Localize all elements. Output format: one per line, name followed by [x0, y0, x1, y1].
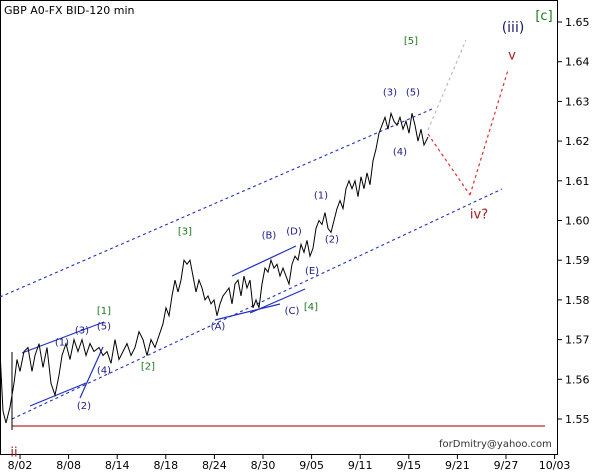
wave-label: (A)	[211, 322, 226, 333]
wave-label: (2)	[325, 234, 339, 245]
wave-label: [4]	[304, 302, 318, 313]
wave-label: (3)	[75, 326, 89, 337]
wave-label: [c]	[535, 9, 552, 24]
y-tick-label: 1.55	[565, 413, 590, 426]
wave-line-1-5-bottom	[29, 382, 87, 407]
x-tick-label: 9/15	[396, 459, 421, 472]
chart-title: GBP A0-FX BID-120 min	[4, 4, 135, 17]
wave-label: [2]	[141, 361, 155, 372]
wave-label: [3]	[178, 226, 192, 237]
y-tick-label: 1.58	[565, 294, 590, 307]
x-tick-label: 9/21	[445, 459, 470, 472]
x-axis: 8/02 8/08 8/14 8/18 8/24 8/30 9/05 9/11 9/15 9/21…	[8, 455, 571, 472]
y-tick-label: 1.57	[565, 334, 590, 347]
wave-label: iv?	[470, 208, 488, 223]
wave-label: (E)	[305, 266, 319, 277]
credit-text: forDmitry@yahoo.com	[439, 439, 552, 450]
x-tick-label: 8/08	[56, 459, 81, 472]
y-tick-label: 1.56	[565, 373, 590, 386]
wave-label: (iii)	[502, 20, 525, 36]
plot-frame	[0, 0, 558, 455]
y-tick-label: 1.61	[565, 175, 590, 188]
wave-label: [5]	[404, 36, 418, 47]
wave-label: (1)	[55, 338, 69, 349]
y-axis: 1.55 1.56 1.57 1.58 1.59 1.60 1.61 1.62 1.63 1.64…	[557, 16, 590, 426]
wave-label: (2)	[77, 401, 91, 412]
y-tick-label: 1.60	[565, 215, 590, 228]
wave-label: (D)	[286, 226, 302, 237]
wave-label: (B)	[262, 230, 277, 241]
wave-label: (1)	[314, 191, 328, 202]
x-tick-label: 9/11	[348, 459, 373, 472]
y-tick-label: 1.62	[565, 135, 590, 148]
wave-label: (3)	[383, 87, 397, 98]
wave-label: v	[508, 49, 516, 64]
wave-line-B-D	[231, 245, 297, 277]
x-tick-label: 9/27	[494, 459, 519, 472]
wave-label: (C)	[285, 306, 300, 317]
x-tick-label: 8/14	[105, 459, 130, 472]
wave-label: (4)	[393, 147, 407, 158]
x-tick-label: 9/05	[299, 459, 324, 472]
x-tick-label: 8/30	[251, 459, 276, 472]
wave-label: (5)	[406, 87, 420, 98]
x-tick-label: 8/02	[8, 459, 33, 472]
projection-to-v	[469, 69, 509, 196]
x-tick-label: 8/24	[202, 459, 227, 472]
wave-annotations: (1) (3) (5) (4) (2) [1] [2] [3] (A) (B) (D) (E) (C) […	[10, 0, 552, 461]
y-tick-label: 1.65	[565, 16, 590, 29]
y-tick-label: 1.63	[565, 95, 590, 108]
projection-to-iv	[427, 133, 471, 196]
projection-alt-grey	[427, 39, 467, 131]
wave-label: (5)	[97, 322, 111, 333]
x-tick-label: 10/03	[539, 459, 571, 472]
wave-label: (4)	[97, 365, 111, 376]
wave-line-1-5-top	[21, 321, 105, 354]
wave-line-2-4	[79, 346, 104, 399]
x-tick-label: 8/18	[153, 459, 178, 472]
lower-channel-line	[11, 188, 503, 420]
price-line	[0, 111, 429, 424]
y-tick-label: 1.59	[565, 254, 590, 267]
wave-line-A-C	[214, 303, 281, 321]
upper-channel-line	[0, 108, 433, 298]
wave-label: [1]	[97, 306, 111, 317]
wave-line-C-E	[249, 288, 306, 314]
y-tick-label: 1.64	[565, 56, 590, 69]
wave-label: ii	[10, 446, 17, 461]
